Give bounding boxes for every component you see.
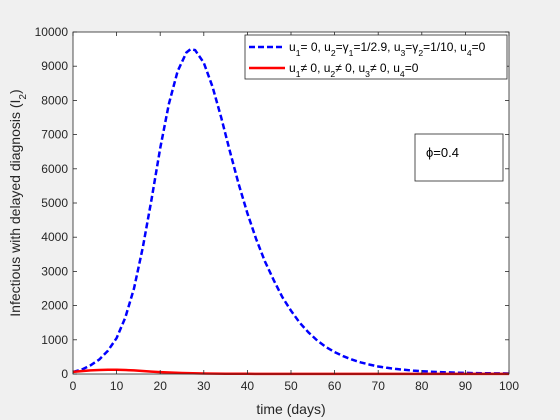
y-tick-label: 6000 [41,162,68,176]
y-tick-label: 8000 [41,93,68,107]
y-tick-label: 3000 [41,264,68,278]
legend-entry-1-part: 3 [401,48,406,58]
annotation: ϕ=0.4 [414,133,504,182]
legend-entry-2-part: 1 [296,69,301,79]
x-tick-label: 0 [70,379,77,393]
legend-entry-1-part: =1/10, u [423,40,467,54]
y-tick-label: 4000 [41,230,68,244]
legend-entry-1-part: =γ [405,40,418,54]
y-axis-label-part: Infectious with delayed diagnosis (I [7,100,23,317]
legend-entry-1-part: =γ [336,40,349,54]
legend-box [244,34,508,80]
legend-entry-2: u1≠ 0, u2≠ 0, u3≠ 0, u4=0 [289,61,419,79]
x-tick-label: 40 [241,379,255,393]
legend-entry-2-part: ≠ 0, u [300,61,330,75]
y-tick-label: 7000 [41,128,68,142]
annotation-box [414,133,504,182]
y-tick-label: 2000 [41,299,68,313]
legend-entry-2-part: 3 [365,69,370,79]
legend-entry-1-part: 1 [349,48,354,58]
legend-entry-2-part: 2 [330,69,335,79]
legend-entry-2-part: =0 [405,61,419,75]
y-tick-label: 0 [61,367,68,381]
y-axis-label-part: ) [7,89,23,94]
legend: u1= 0, u2=γ1=1/2.9, u3=γ2=1/10, u4=0 u1≠… [244,34,508,80]
legend-entry-2-part: u [289,61,296,75]
x-tick-label: 50 [284,379,298,393]
annotation-text: ϕ=0.4 [426,145,459,160]
series-line-1 [72,47,510,375]
legend-entry-2-part: ≠ 0, u [370,61,400,75]
legend-entry-2-part: ≠ 0, u [335,61,365,75]
legend-entry-1: u1= 0, u2=γ1=1/2.9, u3=γ2=1/10, u4=0 [289,40,486,58]
y-axis-label: Infectious with delayed diagnosis (I2) [7,89,29,316]
x-tick-label: 10 [110,379,124,393]
legend-entry-2-part: 4 [400,69,405,79]
legend-entry-1-part: =0 [472,40,486,54]
y-tick-label: 9000 [41,59,68,73]
legend-entry-1-part: 2 [418,48,423,58]
legend-entry-1-part: 4 [467,48,472,58]
plot-area [73,32,509,374]
y-tick-label: 10000 [35,25,69,39]
x-tick-label: 60 [328,379,342,393]
y-tick-label: 5000 [41,196,68,210]
x-tick-label: 70 [372,379,386,393]
x-tick-label: 80 [415,379,429,393]
legend-entry-1-part: =1/2.9, u [353,40,400,54]
legend-entry-1-part: u [289,40,296,54]
x-tick-label: 20 [154,379,168,393]
x-tick-label: 30 [197,379,211,393]
x-axis-label: time (days) [256,401,325,417]
legend-entry-1-part: = 0, u [300,40,330,54]
legend-entry-1-part: 2 [331,48,336,58]
x-tick-label: 100 [499,379,519,393]
y-tick-label: 1000 [41,333,68,347]
x-tick-label: 90 [459,379,473,393]
legend-entry-1-part: 1 [296,48,301,58]
y-axis-label-part: 2 [18,94,29,100]
ticks-layer: 0 10 20 30 40 50 60 70 80 90 100010002000300040005… [35,25,520,393]
